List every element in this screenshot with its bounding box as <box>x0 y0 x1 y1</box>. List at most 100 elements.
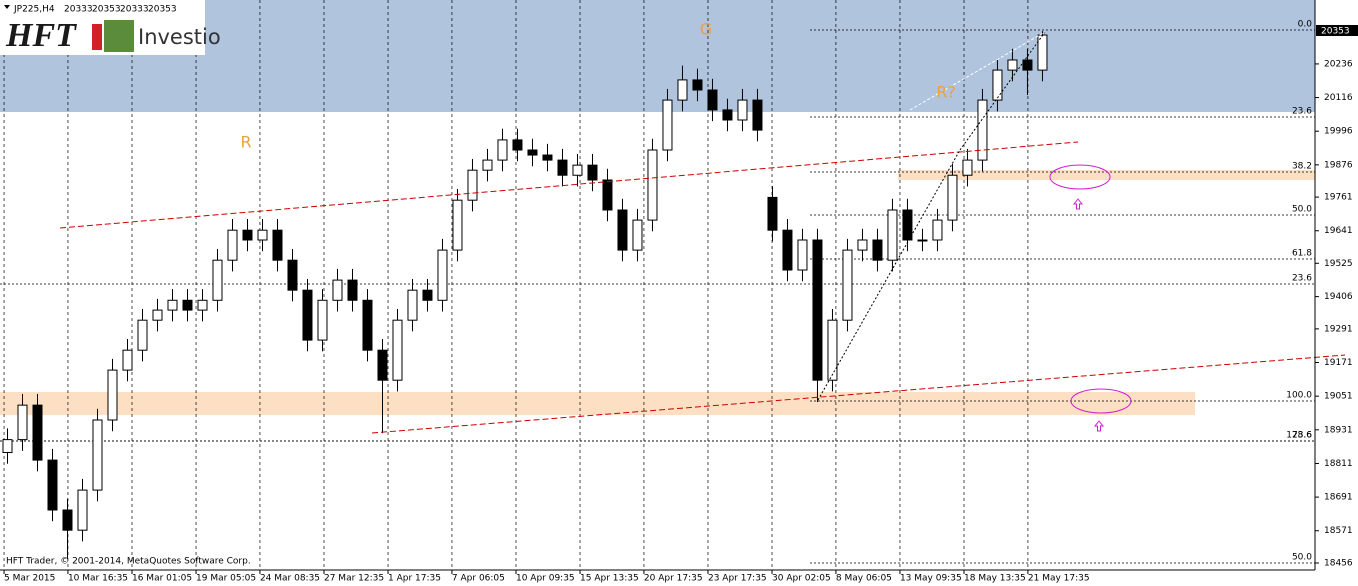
arrow <box>1093 420 1105 432</box>
y-tick-label: 18571 <box>1324 526 1353 536</box>
copyright: HFT Trader, © 2001-2014, MetaQuotes Soft… <box>6 557 251 567</box>
candle-body <box>452 199 463 251</box>
candle-body <box>662 99 673 151</box>
last-price: 20353 <box>1321 27 1350 37</box>
fib-label: 50.0 <box>1292 205 1312 215</box>
trend-line <box>59 141 1079 229</box>
candle-body <box>347 279 358 301</box>
x-tick-label: 1 Apr 17:35 <box>388 574 441 584</box>
header-high: 20353 <box>92 5 121 15</box>
candle-body <box>362 299 373 351</box>
ellipse <box>1070 388 1132 414</box>
candle-body <box>512 139 523 151</box>
y-tick-label: 19406 <box>1324 292 1353 302</box>
fib-label: 50.0 <box>1292 553 1312 563</box>
candle-body <box>932 219 943 241</box>
candle-body <box>272 229 283 261</box>
header-icon <box>4 5 10 9</box>
target-zone <box>898 170 1315 180</box>
x-tick-label: 10 Apr 09:35 <box>516 574 575 584</box>
logo-mark <box>92 24 102 50</box>
candle-body <box>92 419 103 491</box>
candle-body <box>422 289 433 301</box>
candle-body <box>32 404 43 461</box>
support-zone <box>0 392 1195 415</box>
candle-body <box>617 209 628 251</box>
candle-body <box>767 196 778 231</box>
y-tick-label: 20116 <box>1324 93 1353 103</box>
y-tick-label: 19996 <box>1324 127 1353 137</box>
candle-body <box>722 109 733 121</box>
candle-body <box>527 149 538 156</box>
x-tick-label: 18 May 13:35 <box>964 574 1026 584</box>
candle-body <box>197 299 208 311</box>
candle-body <box>737 99 748 121</box>
candle-body <box>812 239 823 381</box>
x-tick-label: 20 Apr 17:35 <box>644 574 703 584</box>
candle-body <box>152 309 163 321</box>
x-tick-label: 7 Apr 06:05 <box>452 574 505 584</box>
logo-mark <box>104 20 134 52</box>
y-tick-label: 19641 <box>1324 226 1353 236</box>
candle-body <box>992 69 1003 101</box>
y-tick-label: 19876 <box>1324 160 1353 170</box>
header-close: 20353 <box>148 5 177 15</box>
candles <box>2 31 1048 560</box>
x-tick-label: 24 Mar 08:35 <box>260 574 320 584</box>
candle-body <box>602 179 613 211</box>
fib-label: 78.6 <box>1292 431 1312 441</box>
fib-label: 23.6 <box>1292 274 1312 284</box>
trend-line <box>959 31 1046 151</box>
fib-label: 61.8 <box>1292 249 1312 259</box>
candle-body <box>482 159 493 171</box>
candle-body <box>962 159 973 176</box>
candle-body <box>437 249 448 301</box>
candle-body <box>377 349 388 381</box>
candle-body <box>62 509 73 531</box>
candle-body <box>497 139 508 161</box>
candle-body <box>17 404 28 441</box>
candle-body <box>392 319 403 381</box>
candle-body <box>842 249 853 321</box>
candle-body <box>467 169 478 201</box>
candle-body <box>752 99 763 131</box>
candle-body <box>182 299 193 311</box>
candle-body <box>212 259 223 301</box>
header: JP225,H4 20333 20353 20333 20353 <box>4 5 177 15</box>
candle-body <box>872 239 883 261</box>
candle-body <box>977 99 988 161</box>
candle-body <box>857 239 868 251</box>
candle-body <box>917 239 928 242</box>
candle-body <box>827 319 838 381</box>
logo-brand: HFT <box>5 17 77 54</box>
candle-body <box>167 299 178 311</box>
candle-body <box>557 159 568 176</box>
candle-body <box>797 239 808 271</box>
annotation: R <box>240 133 251 152</box>
x-tick-label: 5 Mar 2015 <box>4 574 55 584</box>
candle-body <box>632 219 643 251</box>
candle-body <box>572 164 583 176</box>
candle-body <box>257 229 268 241</box>
candle-body <box>1037 34 1048 71</box>
candle-body <box>1022 59 1033 71</box>
candle-body <box>677 79 688 101</box>
candle-body <box>542 154 553 161</box>
x-tick-label: 23 Apr 17:35 <box>708 574 767 584</box>
candle-body <box>137 319 148 351</box>
candle-body <box>227 229 238 261</box>
candle-body <box>77 489 88 531</box>
y-tick-label: 19761 <box>1324 193 1353 203</box>
x-tick-label: 15 Apr 13:35 <box>580 574 639 584</box>
grid <box>3 0 1029 570</box>
trend-line <box>909 31 1046 111</box>
y-tick-label: 18691 <box>1324 493 1353 503</box>
y-tick-label: 18811 <box>1324 459 1353 469</box>
y-tick-label: 18456 <box>1324 558 1353 568</box>
y-tick-label: 18931 <box>1324 425 1353 435</box>
candle-body <box>902 209 913 241</box>
x-tick-label: 21 May 17:35 <box>1028 574 1090 584</box>
candle-body <box>107 369 118 421</box>
fib-label: 38.2 <box>1292 162 1312 172</box>
